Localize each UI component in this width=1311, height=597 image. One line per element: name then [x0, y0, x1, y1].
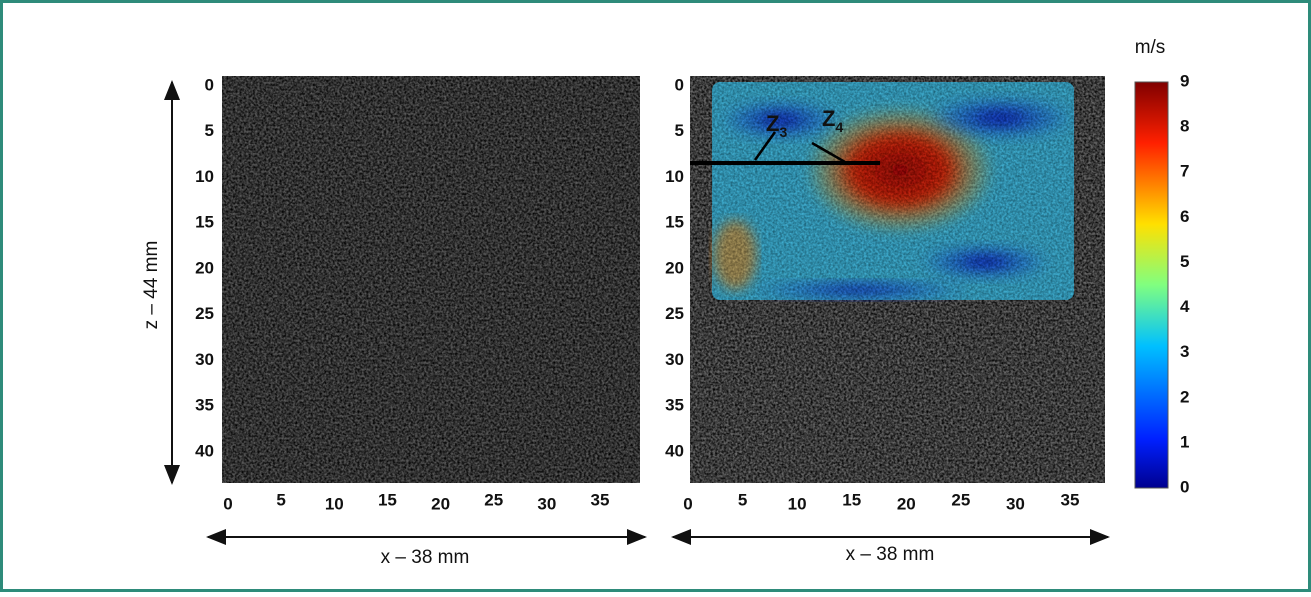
y-tick-label: 5 [205, 121, 214, 140]
x-tick-label: 25 [484, 490, 503, 509]
colorbar-tick-label: 2 [1180, 387, 1189, 406]
y-tick-label: 40 [195, 441, 214, 460]
figure: z – 44 mm x – 38 mm x – 38 mm m/s 051015… [0, 0, 1311, 592]
annotation-subscript: 3 [779, 124, 787, 140]
y-tick-label: 40 [665, 441, 684, 460]
y-tick-label: 30 [665, 350, 684, 369]
x-tick-label: 35 [591, 490, 610, 509]
x-tick-label: 30 [537, 494, 556, 513]
colorbar-tick-label: 5 [1180, 252, 1189, 271]
colorbar-tick-label: 0 [1180, 477, 1189, 496]
colorbar-unit: m/s [1135, 37, 1166, 58]
x-tick-label: 0 [683, 494, 692, 513]
colorbar-tick-label: 1 [1180, 432, 1189, 451]
x-tick-label: 0 [223, 494, 232, 513]
y-tick-label: 20 [665, 258, 684, 277]
x-tick-label: 5 [276, 490, 285, 509]
x-tick-label: 10 [325, 494, 344, 513]
x-tick-label: 15 [842, 490, 861, 509]
left-image [222, 76, 640, 483]
annotation-subscript: 4 [835, 119, 843, 135]
y-tick-label: 25 [665, 304, 684, 323]
y-tick-label: 35 [665, 396, 684, 415]
y-tick-label: 35 [195, 396, 214, 415]
z-label: z – 44 mm [141, 241, 162, 330]
x-tick-label: 25 [951, 490, 970, 509]
colorbar [1135, 82, 1168, 488]
right-image [690, 76, 1105, 483]
annotation-letter: Z [766, 111, 779, 136]
y-tick-label: 10 [195, 167, 214, 186]
x-tick-label: 30 [1006, 494, 1025, 513]
y-tick-label: 20 [195, 258, 214, 277]
x-label: x – 38 mm [846, 544, 935, 565]
y-tick-label: 10 [665, 167, 684, 186]
y-tick-label: 15 [665, 213, 684, 232]
y-tick-label: 5 [675, 121, 684, 140]
x-tick-label: 10 [788, 494, 807, 513]
y-tick-label: 0 [205, 75, 214, 94]
annotation-letter: Z [822, 106, 835, 131]
y-tick-label: 25 [195, 304, 214, 323]
y-tick-label: 0 [675, 75, 684, 94]
x-tick-label: 35 [1061, 490, 1080, 509]
x-label: x – 38 mm [381, 547, 470, 568]
x-tick-label: 15 [378, 490, 397, 509]
frame [2, 2, 1310, 591]
colorbar-tick-label: 4 [1180, 297, 1190, 316]
colorbar-tick-label: 3 [1180, 342, 1189, 361]
x-tick-label: 20 [897, 494, 916, 513]
y-tick-label: 15 [195, 213, 214, 232]
colorbar-tick-label: 8 [1180, 117, 1189, 136]
colorbar-tick-label: 6 [1180, 207, 1189, 226]
colorbar-tick-label: 9 [1180, 71, 1189, 90]
x-tick-label: 20 [431, 494, 450, 513]
y-tick-label: 30 [195, 350, 214, 369]
x-tick-label: 5 [738, 490, 747, 509]
colorbar-tick-label: 7 [1180, 162, 1189, 181]
